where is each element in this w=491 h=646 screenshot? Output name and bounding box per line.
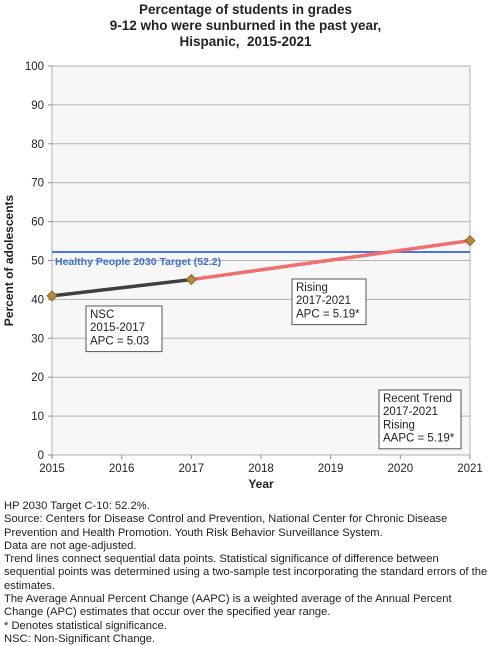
data-point-marker	[464, 235, 476, 247]
trend-segment-rising	[189, 238, 472, 282]
chart-title-line-1: Percentage of students in grades	[138, 2, 353, 17]
x-tick-label: 2020	[388, 463, 414, 475]
y-tick-label: 80	[31, 139, 44, 151]
annotation-recent-trend-text: AAPC = 5.19*	[383, 433, 455, 445]
x-tick-label: 2019	[318, 463, 344, 475]
x-tick-label: 2015	[39, 463, 65, 475]
annotation-nsc-text: 2015-2017	[90, 322, 145, 334]
x-tick-label: 2017	[179, 463, 205, 475]
note-trend-lines: Trend lines connect sequential data poin…	[4, 553, 488, 592]
y-axis-title: Percent of adolescents	[2, 194, 16, 326]
chart-plot: Healthy People 2030 Target (52.2) 0 10 20 3…	[2, 61, 483, 491]
note-aapc: The Average Annual Percent Change (AAPC)…	[4, 593, 452, 619]
y-tick-label: 0	[38, 450, 44, 462]
trend-segment-nsc	[50, 277, 194, 298]
annotation-recent-trend-text: 2017-2021	[383, 406, 438, 418]
target-label: Healthy People 2030 Target (52.2)	[55, 256, 221, 268]
annotation-nsc-text: NSC	[90, 309, 114, 321]
chart-notes: HP 2030 Target C-10: 52.2%. Source: Cent…	[4, 500, 490, 646]
x-tick-label: 2021	[457, 463, 483, 475]
y-tick-label: 40	[31, 294, 44, 306]
y-tick-label: 10	[31, 411, 44, 423]
annotation-nsc-text: APC = 5.03	[90, 335, 149, 347]
chart-title-line-3: Hispanic, 2015-2021	[179, 34, 312, 49]
annotation-rising-text: Rising	[296, 282, 328, 294]
x-axis-title: Year	[248, 477, 274, 491]
chart-title: Percentage of students in grades 9-12 wh…	[0, 2, 491, 50]
note-nsc: NSC: Non-Significant Change.	[4, 632, 156, 645]
annotation-recent-trend-text: Rising	[383, 419, 415, 431]
y-tick-label: 20	[31, 372, 44, 384]
annotation-recent-trend-box	[378, 389, 462, 450]
x-tick-label: 2018	[248, 463, 274, 475]
y-tick-label: 100	[25, 61, 44, 73]
y-tick-label: 50	[31, 256, 44, 268]
annotation-recent-trend-text: Recent Trend	[383, 393, 452, 405]
chart-title-line-2: 9-12 who were sunburned in the past year…	[109, 18, 382, 33]
y-tick-label: 90	[31, 100, 44, 112]
y-tick-label: 60	[31, 217, 44, 229]
annotation-rising-text: 2017-2021	[296, 295, 351, 307]
note-age-adjusted: Data are not age-adjusted.	[4, 539, 137, 552]
y-tick-label: 70	[31, 178, 44, 190]
annotation-nsc-box	[85, 305, 163, 353]
note-hp-target: HP 2030 Target C-10: 52.2%.	[4, 500, 150, 512]
data-point-marker	[46, 290, 58, 302]
note-significance: * Denotes statistical significance.	[4, 619, 167, 632]
data-point-marker	[185, 273, 197, 286]
note-source: Source: Centers for Disease Control and …	[4, 513, 448, 539]
x-tick-label: 2016	[109, 463, 135, 475]
annotation-rising-text: APC = 5.19*	[296, 308, 360, 320]
y-tick-label: 30	[31, 333, 44, 345]
annotation-rising-box	[291, 278, 367, 326]
